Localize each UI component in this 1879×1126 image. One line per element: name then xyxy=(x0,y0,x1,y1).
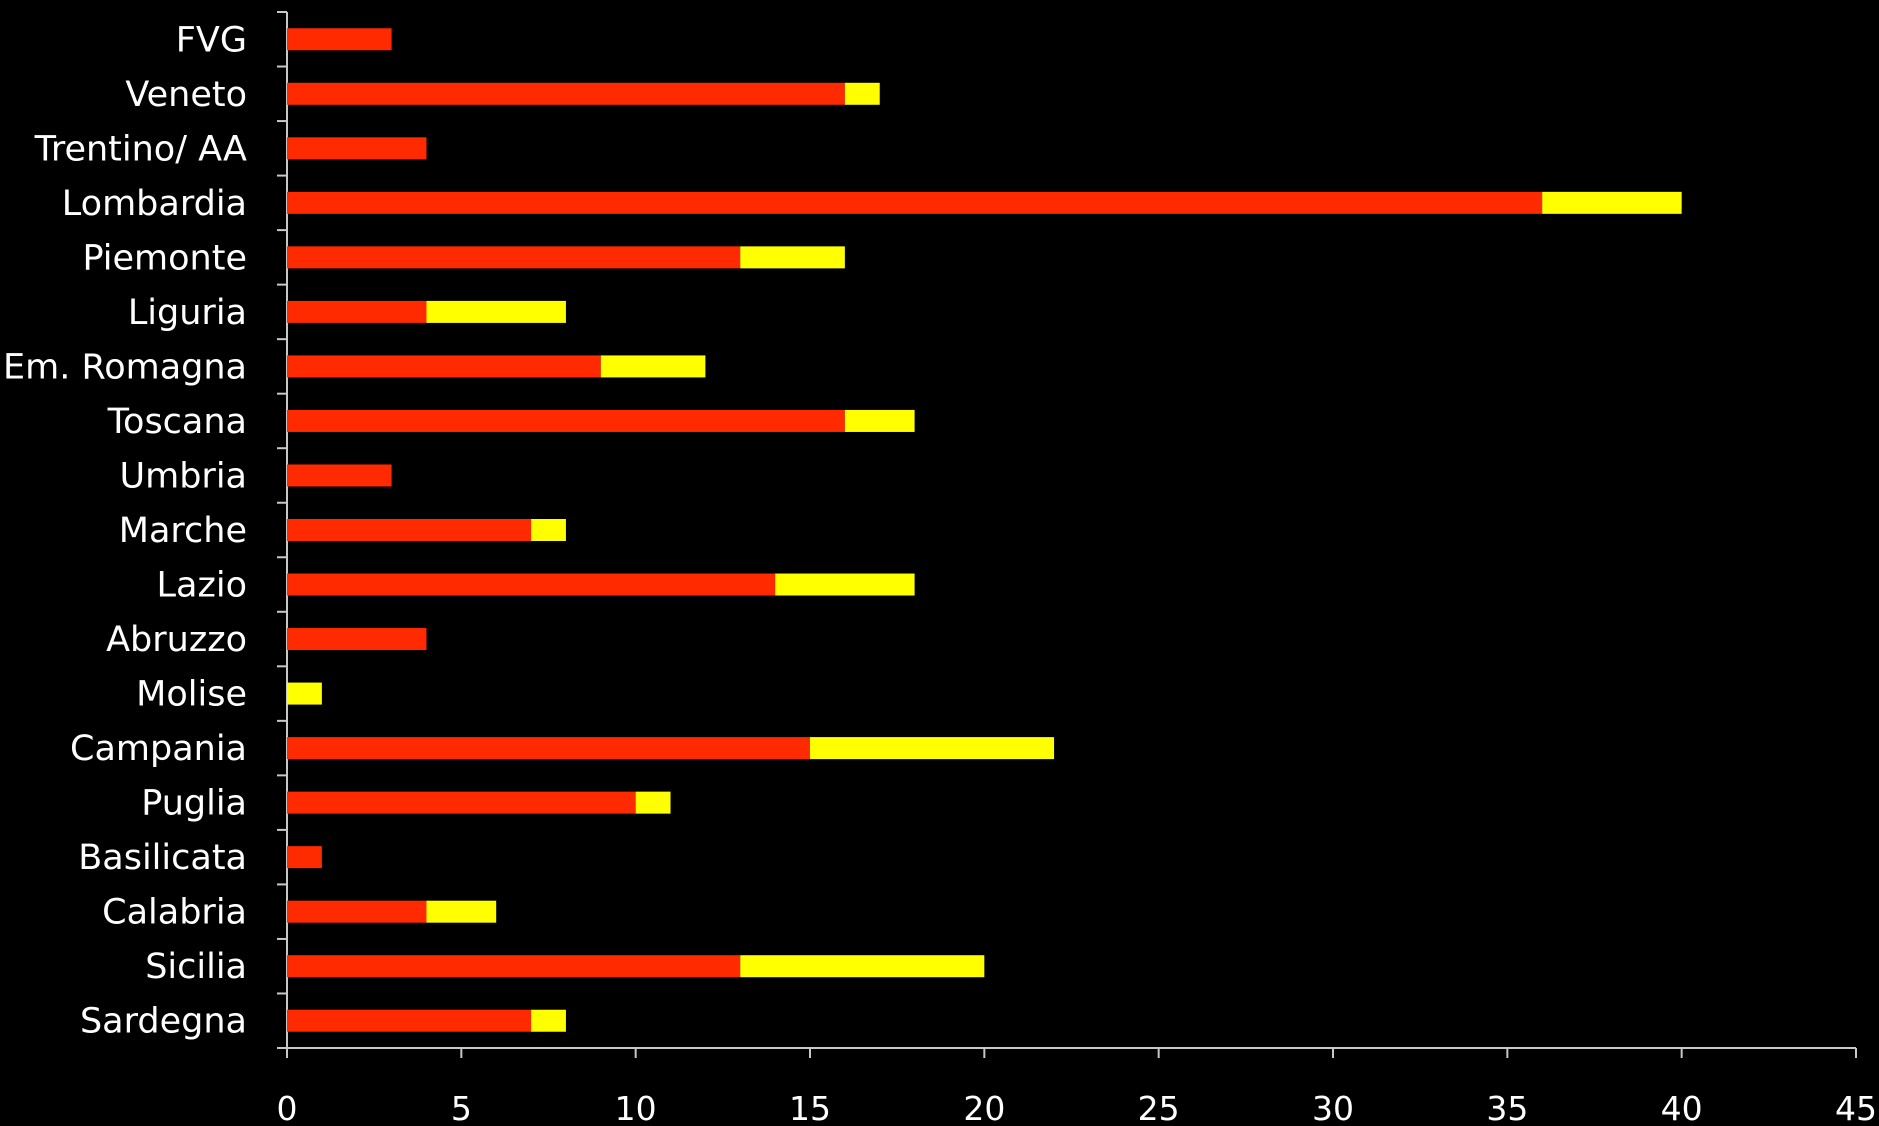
x-tick-label: 30 xyxy=(1312,1089,1354,1126)
category-label: Liguria xyxy=(128,293,247,333)
category-label: Veneto xyxy=(125,75,247,115)
bar-segment-2-piemonte xyxy=(740,246,845,269)
category-label: Marche xyxy=(119,511,247,551)
bar-segment-2-campania xyxy=(810,737,1055,760)
bar-segment-2-marche xyxy=(531,519,566,541)
bar-segment-1-lazio xyxy=(287,573,776,596)
category-label: Toscana xyxy=(107,402,247,442)
x-tick-label: 0 xyxy=(277,1089,298,1126)
category-label: Umbria xyxy=(120,456,248,496)
bar-segment-1-liguria xyxy=(287,300,427,323)
y-axis-ticks xyxy=(277,11,287,1049)
category-label: Em. Romagna xyxy=(3,347,247,387)
bar-segment-1-sicilia xyxy=(287,955,741,978)
bar-segment-2-calabria xyxy=(426,900,497,923)
x-tick-label: 20 xyxy=(963,1089,1005,1126)
bar-segment-1-lombardia xyxy=(287,191,1543,214)
bar-segment-1-toscana xyxy=(287,409,845,432)
category-label: Calabria xyxy=(102,893,247,933)
bar-segment-2-liguria xyxy=(426,300,566,323)
bar-segment-2-puglia xyxy=(635,791,671,814)
category-label: Basilicata xyxy=(78,838,247,878)
bar-segment-1-veneto xyxy=(287,82,845,105)
x-tick-label: 15 xyxy=(789,1089,831,1126)
category-label: Lombardia xyxy=(62,184,247,224)
bar-segment-1-basilicata xyxy=(287,846,322,869)
category-label: Puglia xyxy=(141,784,247,824)
category-label: Campania xyxy=(70,729,247,769)
category-label: Sicilia xyxy=(145,947,247,987)
x-tick-label: 25 xyxy=(1138,1089,1180,1126)
bars-group xyxy=(287,28,1682,1032)
category-label: Sardegna xyxy=(80,1002,247,1042)
bar-segment-2-lombardia xyxy=(1542,191,1682,214)
bar-segment-2-veneto xyxy=(844,82,880,105)
bar-segment-2-sardegna xyxy=(531,1009,566,1032)
bar-segment-2-toscana xyxy=(844,409,915,432)
bar-segment-1-em-romagna xyxy=(287,355,601,378)
x-tick-label: 40 xyxy=(1661,1089,1703,1126)
bar-segment-2-em-romagna xyxy=(600,355,706,378)
bar-segment-1-abruzzo xyxy=(287,628,427,651)
bar-segment-1-umbria xyxy=(287,464,392,487)
bar-segment-1-trentino-aa xyxy=(287,137,427,160)
bar-segment-2-sicilia xyxy=(740,955,985,978)
x-tick-label: 5 xyxy=(451,1089,472,1126)
x-axis-ticks xyxy=(286,1048,1857,1058)
bar-segment-1-sardegna xyxy=(287,1009,532,1032)
bar-segment-1-campania xyxy=(287,737,810,760)
x-tick-label: 10 xyxy=(615,1089,657,1126)
bar-segment-1-puglia xyxy=(287,791,636,814)
category-labels: FVG Veneto Trentino/ AA Lombardia Piemonte Li… xyxy=(3,20,247,1041)
bar-segment-2-lazio xyxy=(775,573,915,596)
category-label: Molise xyxy=(136,675,247,715)
x-tick-label: 45 xyxy=(1835,1089,1877,1126)
bar-segment-1-fvg xyxy=(287,28,392,51)
category-label: Abruzzo xyxy=(106,620,247,660)
category-label: Lazio xyxy=(157,566,247,606)
category-label: FVG xyxy=(176,20,247,60)
bar-segment-1-piemonte xyxy=(287,246,741,269)
x-tick-label: 35 xyxy=(1486,1089,1528,1126)
category-label: Trentino/ AA xyxy=(34,129,247,169)
x-tick-labels: 0 5 10 15 20 25 30 35 40 45 xyxy=(277,1089,1878,1126)
bar-segment-1-calabria xyxy=(287,900,427,923)
bar-segment-2-molise xyxy=(287,682,322,705)
category-label: Piemonte xyxy=(82,238,247,278)
bar-segment-1-marche xyxy=(287,519,532,541)
